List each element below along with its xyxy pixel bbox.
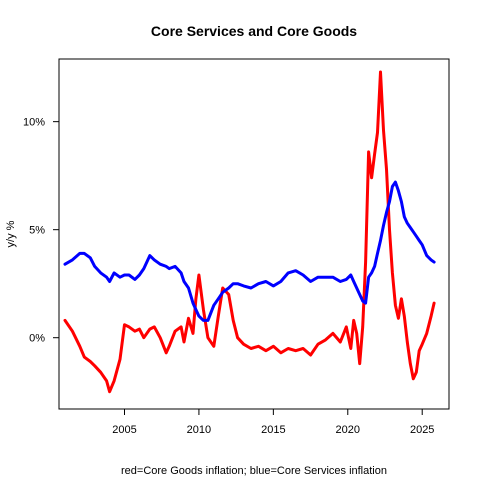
x-tick-label: 2015 (261, 424, 285, 436)
y-tick-label: 10% (23, 117, 45, 129)
y-tick-label: 5% (29, 225, 45, 237)
x-tick-label: 2020 (336, 424, 360, 436)
x-tick-label: 2005 (112, 424, 136, 436)
x-axis-label: red=Core Goods inflation; blue=Core Serv… (121, 465, 387, 477)
plot-frame (58, 58, 450, 410)
y-axis: 0% 5% 10% (23, 117, 59, 345)
x-tick-label: 2025 (410, 424, 434, 436)
x-tick-label: 2010 (187, 424, 211, 436)
y-tick-label: 0% (29, 333, 45, 345)
x-axis: 2005 2010 2015 2020 2025 (112, 409, 434, 436)
chart-title: Core Services and Core Goods (151, 23, 357, 39)
core-services-line (63, 180, 436, 322)
series-layer (63, 70, 436, 394)
y-axis-label: y/y % (5, 220, 17, 247)
core-goods-line (63, 70, 436, 394)
